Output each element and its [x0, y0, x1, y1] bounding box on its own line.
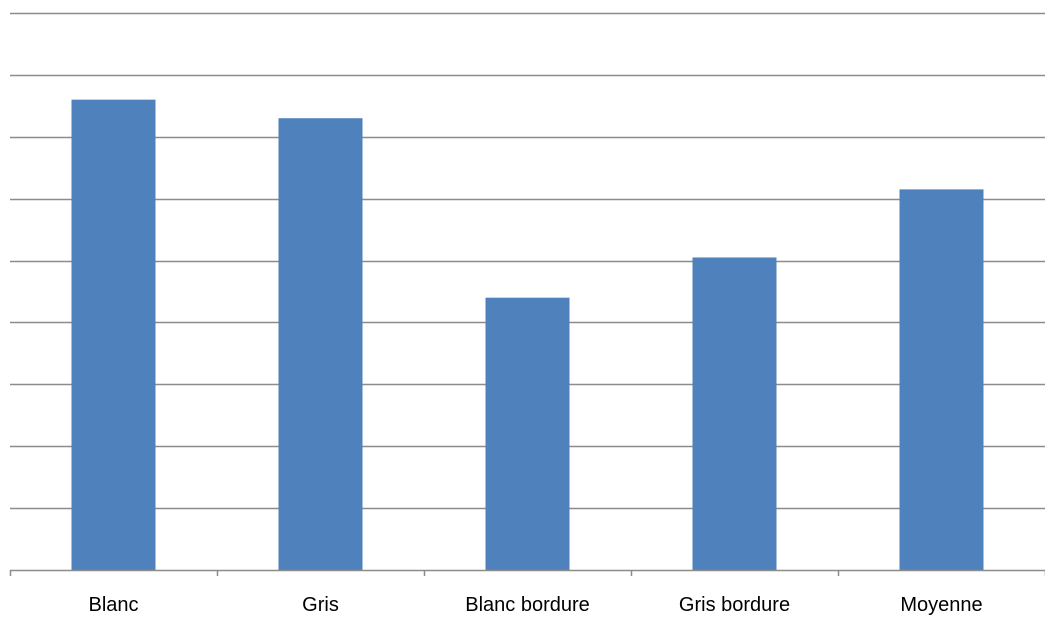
bar-moyenne — [899, 189, 984, 570]
x-tick-label: Gris bordure — [679, 594, 790, 616]
bar-blanc-bordure — [485, 297, 570, 570]
bar-gris — [278, 118, 363, 570]
x-tick-label: Blanc bordure — [465, 594, 590, 616]
gridlines — [10, 12, 1045, 510]
bar-blanc — [71, 99, 156, 571]
x-tick-label: Blanc — [88, 594, 138, 616]
category-labels: Blanc Gris Blanc bordure Gris bordure Moyenn… — [88, 594, 982, 616]
bar-gris-bordure — [692, 257, 777, 570]
x-axis — [9, 569, 1045, 576]
x-tick-label: Gris — [302, 594, 339, 616]
x-tick-label: Moyenne — [900, 594, 982, 616]
bars — [71, 99, 984, 571]
